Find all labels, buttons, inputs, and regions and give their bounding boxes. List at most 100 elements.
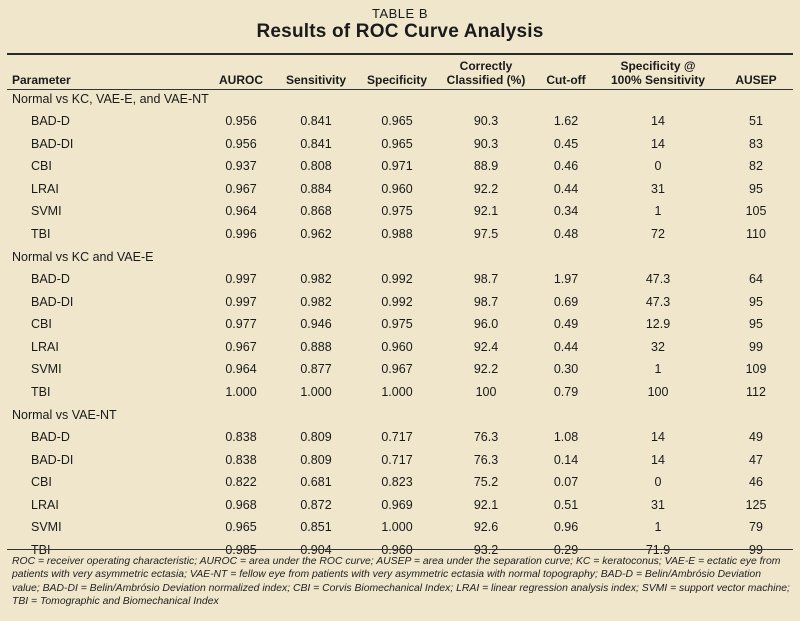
cell-sensitivity: 0.841 [300,114,332,129]
cell-specificity-at-100: 1 [654,204,662,219]
cell-sensitivity: 0.884 [300,181,332,196]
cell-specificity: 0.988 [381,226,413,241]
cell-specificity-at-100: 14 [651,430,665,445]
cell-sensitivity: 0.962 [300,226,332,241]
cell-auroc: 0.967 [225,181,257,196]
cell-sensitivity: 0.982 [300,294,332,309]
cell-sensitivity: 0.809 [300,452,332,467]
cell-specificity: 0.717 [381,430,413,445]
cell-auroc: 0.997 [225,294,257,309]
cell-specificity: 0.960 [381,339,413,354]
cell-auroc: 0.838 [225,430,257,445]
header-rule [7,89,793,90]
table-row: CBI 0.822 0.681 0.823 75.2 0.07 0 46 [7,471,793,494]
cell-specificity-at-100: 31 [651,497,665,512]
cell-parameter: LRAI [31,181,59,196]
table-body: Normal vs KC, VAE-E, and VAE-NT BAD-D 0.95… [7,87,793,561]
cell-specificity-at-100: 31 [651,181,665,196]
table-row: BAD-DI 0.956 0.841 0.965 90.3 0.45 14 83 [7,133,793,156]
cell-specificity: 0.823 [381,475,413,490]
cell-sensitivity: 0.888 [300,339,332,354]
cell-cutoff: 0.46 [553,159,579,174]
cell-sensitivity: 0.808 [300,159,332,174]
cell-ausep: 95 [749,317,763,332]
cell-correctly-classified: 88.9 [473,159,499,174]
cell-specificity: 0.967 [381,362,413,377]
cell-parameter: CBI [31,159,52,174]
table-label: TABLE B [371,6,428,21]
group-title: Normal vs VAE-NT [12,407,117,422]
cell-specificity-at-100: 72 [651,226,665,241]
header-parameter: Parameter [12,73,71,87]
cell-cutoff: 0.69 [553,294,579,309]
cell-sensitivity: 0.872 [300,497,332,512]
cell-specificity-at-100: 47.3 [645,272,671,287]
cell-specificity: 0.992 [381,294,413,309]
cell-auroc: 0.956 [225,136,257,151]
cell-specificity: 0.992 [381,272,413,287]
cell-cutoff: 0.48 [553,226,579,241]
table-row: CBI 0.937 0.808 0.971 88.9 0.46 0 82 [7,155,793,178]
table-row: LRAI 0.967 0.884 0.960 92.2 0.44 31 95 [7,178,793,201]
cell-correctly-classified: 92.1 [473,204,499,219]
cell-parameter: SVMI [31,204,62,219]
cell-parameter: BAD-D [31,272,70,287]
results-table: Parameter AUROC Sensitivity Specificity … [7,57,793,561]
cell-auroc: 0.977 [225,317,257,332]
table-caption: TABLE B Results of ROC Curve Analysis [0,0,800,43]
cell-cutoff: 0.14 [553,452,579,467]
table-row: BAD-D 0.956 0.841 0.965 90.3 1.62 14 51 [7,110,793,133]
cell-ausep: 125 [745,497,767,512]
cell-cutoff: 0.96 [553,520,579,535]
cell-correctly-classified: 92.1 [473,497,499,512]
group-header-row: Normal vs KC, VAE-E, and VAE-NT [7,87,793,110]
cell-specificity-at-100: 1 [654,362,662,377]
header-correctly-line2: Classified (%) [446,73,526,87]
cell-specificity-at-100: 1 [654,520,662,535]
cell-cutoff: 0.34 [553,204,579,219]
cell-auroc: 0.956 [225,114,257,129]
cell-correctly-classified: 98.7 [473,272,499,287]
header-correctly-classified: Correctly Classified (%) [437,57,535,87]
cell-ausep: 95 [749,181,763,196]
cell-auroc: 0.967 [225,339,257,354]
cell-cutoff: 1.97 [553,272,579,287]
cell-correctly-classified: 100 [475,384,497,399]
cell-cutoff: 1.08 [553,430,579,445]
cell-specificity-at-100: 14 [651,114,665,129]
cell-cutoff: 0.44 [553,339,579,354]
group-header-row: Normal vs VAE-NT [7,403,793,426]
cell-auroc: 0.822 [225,475,257,490]
cell-specificity: 0.960 [381,181,413,196]
cell-parameter: SVMI [31,362,62,377]
cell-cutoff: 0.07 [553,475,579,490]
cell-parameter: CBI [31,475,52,490]
group-header-row: Normal vs KC and VAE-E [7,245,793,268]
cell-sensitivity: 0.946 [300,317,332,332]
cell-specificity: 1.000 [381,520,413,535]
cell-ausep: 83 [749,136,763,151]
cell-specificity-at-100: 100 [647,384,669,399]
cell-specificity: 0.975 [381,204,413,219]
cell-specificity: 0.965 [381,136,413,151]
cell-auroc: 0.968 [225,497,257,512]
cell-auroc: 0.965 [225,520,257,535]
table-row: LRAI 0.968 0.872 0.969 92.1 0.51 31 125 [7,494,793,517]
cell-ausep: 105 [745,204,767,219]
cell-correctly-classified: 90.3 [473,114,499,129]
cell-correctly-classified: 92.2 [473,181,499,196]
header-ausep: AUSEP [735,73,777,87]
cell-parameter: BAD-DI [31,452,74,467]
cell-ausep: 49 [749,430,763,445]
table-row: SVMI 0.964 0.877 0.967 92.2 0.30 1 109 [7,358,793,381]
cell-sensitivity: 0.877 [300,362,332,377]
group-title: Normal vs KC and VAE-E [12,249,154,264]
header-spec100-line2: 100% Sensitivity [610,73,706,87]
cell-cutoff: 0.49 [553,317,579,332]
group-title: Normal vs KC, VAE-E, and VAE-NT [12,91,209,106]
cell-cutoff: 0.51 [553,497,579,512]
header-cutoff: Cut-off [546,73,586,87]
header-specificity-at-100: Specificity @ 100% Sensitivity [597,57,719,87]
cell-correctly-classified: 90.3 [473,136,499,151]
cell-sensitivity: 0.868 [300,204,332,219]
